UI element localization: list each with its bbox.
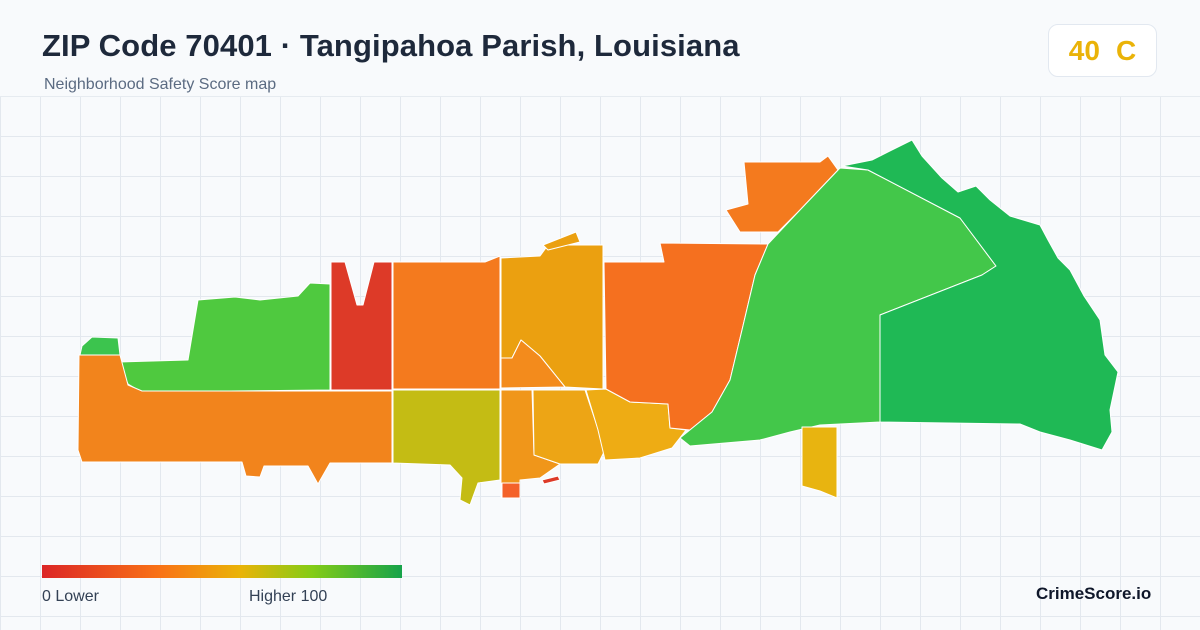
safety-score-badge: 40 C bbox=[1048, 24, 1157, 77]
map-region-south-amber-mid[interactable] bbox=[532, 389, 606, 465]
score-grade: C bbox=[1115, 34, 1137, 66]
brand-logo-text: CrimeScore.io bbox=[1036, 584, 1152, 603]
legend-high-label: Higher 100 bbox=[249, 588, 328, 605]
page-subtitle: Neighborhood Safety Score map bbox=[44, 76, 277, 93]
map-region-central-orange-wedge[interactable] bbox=[500, 339, 566, 389]
score-value: 40 bbox=[1068, 34, 1100, 66]
map-region-east-green-far[interactable] bbox=[841, 139, 1119, 451]
page-title: ZIP Code 70401 · Tangipahoa Parish, Loui… bbox=[42, 28, 740, 63]
map-region-fragment-red-dots[interactable] bbox=[541, 475, 561, 485]
map-region-southwest-band[interactable] bbox=[77, 354, 393, 485]
map-region-northwest-strip-piece[interactable] bbox=[79, 336, 121, 356]
map-region-fragment-amber[interactable] bbox=[542, 231, 581, 251]
map-region-west-central-red[interactable] bbox=[330, 261, 393, 391]
map-region-central-olive[interactable] bbox=[392, 389, 501, 506]
map-region-fragment-orange[interactable] bbox=[501, 482, 521, 499]
map-region-northwest-strip[interactable] bbox=[117, 282, 331, 392]
map-region-central-orange-north[interactable] bbox=[392, 255, 501, 390]
legend-low-label: 0 Lower bbox=[42, 588, 99, 605]
header: ZIP Code 70401 · Tangipahoa Parish, Loui… bbox=[0, 0, 1200, 97]
map-region-south-detached-yellow[interactable] bbox=[801, 426, 838, 499]
legend-color-scale bbox=[42, 565, 402, 578]
